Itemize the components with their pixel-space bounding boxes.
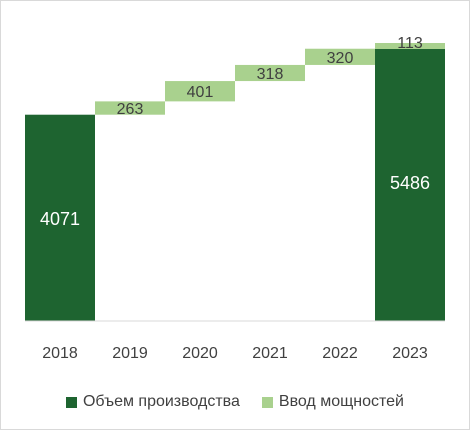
data-label-production-2018: 4071 bbox=[40, 209, 80, 229]
bar-capacity-2021 bbox=[235, 64, 305, 82]
x-tick-label-2022: 2022 bbox=[322, 345, 358, 362]
x-tick-label-2019: 2019 bbox=[112, 345, 148, 362]
legend-swatch-capacity bbox=[261, 396, 273, 408]
x-tick-label-2018: 2018 bbox=[42, 345, 78, 362]
legend-label-production: Объем производства bbox=[82, 393, 240, 410]
data-label-capacity-2022: 320 bbox=[327, 50, 354, 67]
bar-production-2018 bbox=[25, 114, 95, 321]
bar-capacity-2019 bbox=[95, 101, 165, 115]
bar-capacity-2022 bbox=[305, 48, 375, 65]
legend-item-capacity: Ввод мощностей bbox=[261, 393, 404, 411]
data-label-capacity-2019: 263 bbox=[117, 101, 144, 118]
x-tick-label-2020: 2020 bbox=[182, 345, 218, 362]
x-tick-label-2023: 2023 bbox=[392, 345, 428, 362]
data-label-capacity-2020: 401 bbox=[187, 84, 214, 101]
data-label-production-2023: 5486 bbox=[390, 173, 430, 193]
bar-production-2023 bbox=[375, 43, 445, 321]
legend-item-production: Объем производства bbox=[65, 393, 240, 411]
bar-capacity-2023 bbox=[375, 43, 445, 49]
data-label-capacity-2023: 113 bbox=[397, 35, 423, 52]
legend: Объем производства Ввод мощностей bbox=[0, 390, 470, 414]
legend-label-capacity: Ввод мощностей bbox=[278, 393, 404, 410]
bar-capacity-2020 bbox=[165, 81, 235, 102]
x-tick-label-2021: 2021 bbox=[252, 345, 288, 362]
legend-swatch-production bbox=[65, 396, 77, 408]
data-label-capacity-2021: 318 bbox=[257, 66, 284, 83]
